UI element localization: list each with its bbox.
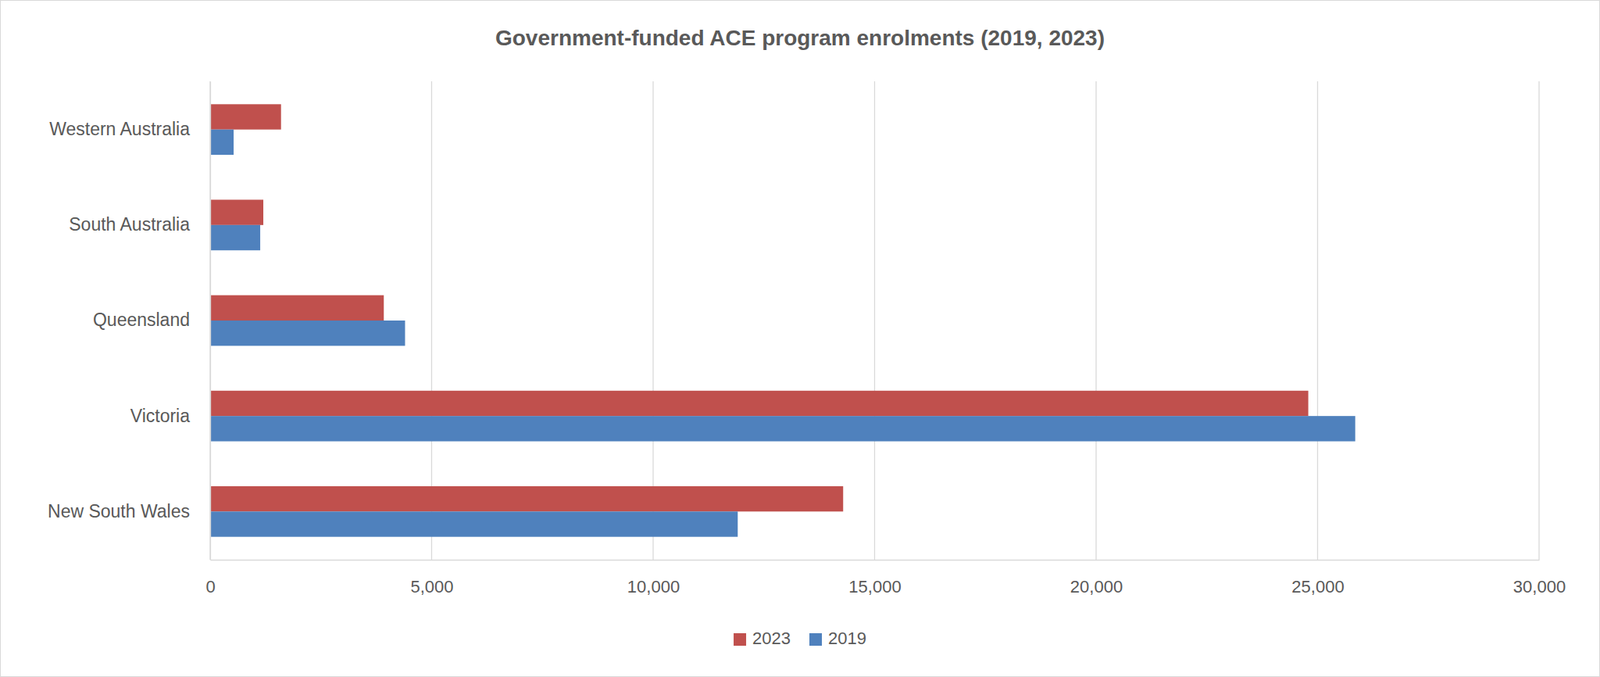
tick: Western Australia: [49, 118, 211, 140]
tick-label: 10,000: [627, 576, 680, 597]
legend-label: 2019: [828, 628, 867, 648]
grid-line: [1317, 81, 1318, 560]
x-axis-line: [210, 559, 1540, 561]
bar: [210, 199, 264, 225]
legend: 2023 2019: [733, 628, 867, 648]
tick: Queensland: [92, 309, 211, 330]
chart: 0 5,000 10,000 15,000 20,000 25,000 30,000 New …: [0, 0, 1600, 677]
tick-label: 30,000: [1513, 576, 1566, 597]
tick-label: Victoria: [130, 405, 190, 426]
grid-line: [1095, 81, 1097, 560]
tick: 30,000: [1513, 559, 1566, 597]
tick-label: South Australia: [68, 214, 190, 235]
grid-line: [209, 81, 211, 560]
bar: [210, 129, 234, 155]
grid-line: [1538, 81, 1540, 560]
series: [210, 103, 1309, 511]
tick: 15,000: [848, 559, 901, 597]
tick-label: 5,000: [410, 576, 454, 597]
tick-label: Western Australia: [49, 118, 190, 140]
y-axis-line: [210, 82, 211, 561]
legend-item: 2019: [809, 628, 867, 648]
legend-swatch: [733, 632, 747, 646]
tick: New South Wales: [47, 500, 211, 522]
tick-label: New South Wales: [47, 500, 190, 522]
title: Government-funded ACE program enrolments…: [495, 25, 1105, 50]
tick-label: 25,000: [1291, 576, 1344, 597]
legend-swatch: [809, 632, 822, 646]
bar: [210, 390, 1309, 416]
bars: [210, 103, 1356, 536]
y-axis: New South Wales Victoria Queensland South A…: [47, 82, 211, 561]
x-axis: 0 5,000 10,000 15,000 20,000 25,000 30,000: [205, 559, 1566, 597]
bar: [210, 320, 405, 346]
grid: [210, 81, 1540, 560]
series: [210, 129, 1356, 537]
bar: [210, 485, 843, 511]
legend-item: 2023: [733, 628, 791, 648]
tick: 20,000: [1070, 559, 1123, 597]
bar: [210, 103, 282, 129]
tick: 10,000: [627, 559, 680, 597]
tick: South Australia: [68, 214, 211, 235]
tick-label: 0: [205, 576, 215, 597]
bar: [210, 510, 738, 536]
tick-label: Queensland: [92, 309, 190, 330]
chart-frame: [0, 0, 1600, 677]
tick: 25,000: [1291, 559, 1344, 597]
tick-label: 15,000: [848, 576, 901, 597]
tick-label: 20,000: [1070, 576, 1123, 597]
tick: 5,000: [410, 559, 454, 597]
plot: 0 5,000 10,000 15,000 20,000 25,000 30,000 New …: [47, 81, 1566, 597]
bar: [210, 225, 261, 250]
tick: 0: [205, 559, 215, 597]
legend-label: 2023: [752, 628, 791, 648]
grid-line: [874, 81, 875, 560]
tick: Victoria: [130, 405, 211, 426]
bar: [210, 295, 384, 321]
bar: [210, 415, 1356, 441]
